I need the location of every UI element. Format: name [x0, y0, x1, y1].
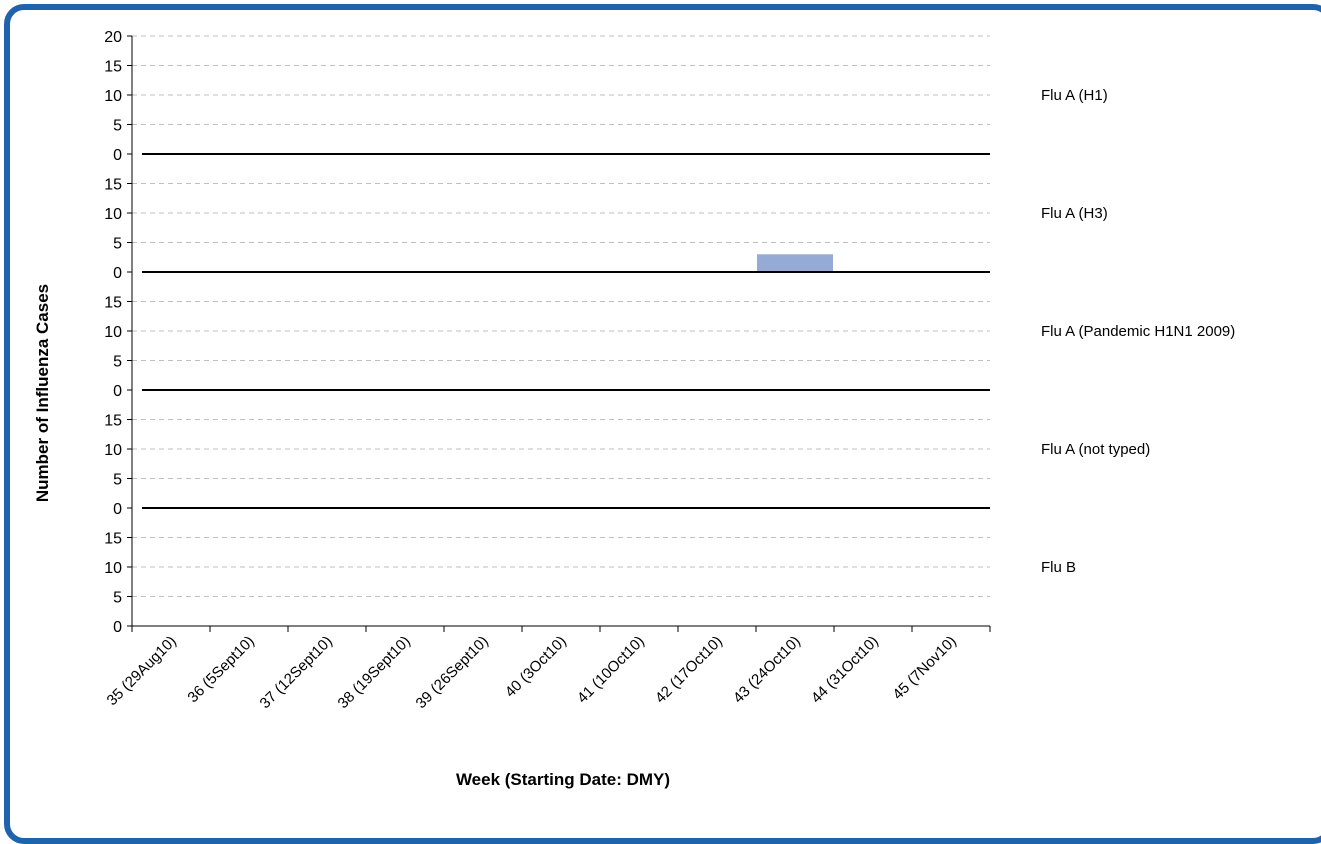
y-tick-label: 5: [113, 354, 122, 371]
x-tick-label: 38 (19Sept10): [335, 633, 414, 712]
axis-layer: [127, 35, 991, 632]
series-label: Flu A (H1): [1041, 87, 1108, 104]
y-tick-label: 10: [104, 442, 122, 459]
y-tick-label: 0: [113, 619, 122, 636]
x-tick-label: 41 (10Oct10): [574, 633, 648, 707]
bar-layer: [757, 254, 833, 272]
bar: [757, 254, 833, 272]
grid-layer: [132, 35, 990, 597]
label-layer: 0 5 10 15 20 Flu A (H1) 0 5 10 15 Flu A (H3) 0 5 10 15…: [104, 29, 1236, 712]
series-label: Flu A (H3): [1041, 205, 1108, 222]
y-tick-label: 15: [104, 295, 122, 312]
series-label: Flu A (not typed): [1041, 441, 1150, 458]
x-tick-label: 40 (3Oct10): [502, 633, 570, 701]
y-tick-label: 0: [113, 383, 122, 400]
y-tick-label: 0: [113, 265, 122, 282]
y-tick-label: 10: [104, 560, 122, 577]
y-tick-label: 20: [104, 29, 122, 46]
y-tick-label: 5: [113, 236, 122, 253]
y-tick-label: 15: [104, 531, 122, 548]
x-tick-label: 36 (5Sept10): [184, 633, 257, 706]
y-axis-label: Number of Influenza Cases: [33, 284, 52, 502]
chart-frame: [4, 4, 1321, 844]
y-tick-label: 10: [104, 88, 122, 105]
y-tick-label: 15: [104, 413, 122, 430]
y-tick-label: 5: [113, 118, 122, 135]
x-tick-label: 37 (12Sept10): [257, 633, 336, 712]
series-label: Flu A (Pandemic H1N1 2009): [1041, 323, 1235, 340]
x-tick-label: 39 (26Sept10): [413, 633, 492, 712]
x-axis-label: Week (Starting Date: DMY): [456, 770, 670, 789]
y-tick-label: 0: [113, 501, 122, 518]
y-tick-label: 15: [104, 177, 122, 194]
y-tick-label: 10: [104, 324, 122, 341]
y-tick-label: 10: [104, 206, 122, 223]
x-tick-label: 42 (17Oct10): [652, 633, 726, 707]
x-tick-label: 45 (7Nov10): [889, 633, 959, 703]
x-tick-label: 43 (24Oct10): [730, 633, 804, 707]
y-tick-label: 5: [113, 590, 122, 607]
x-tick-label: 44 (31Oct10): [808, 633, 882, 707]
y-tick-label: 15: [104, 59, 122, 76]
y-tick-label: 0: [113, 147, 122, 164]
y-tick-label: 5: [113, 472, 122, 489]
x-tick-label: 35 (29Aug10): [104, 633, 180, 709]
series-label: Flu B: [1041, 559, 1076, 576]
